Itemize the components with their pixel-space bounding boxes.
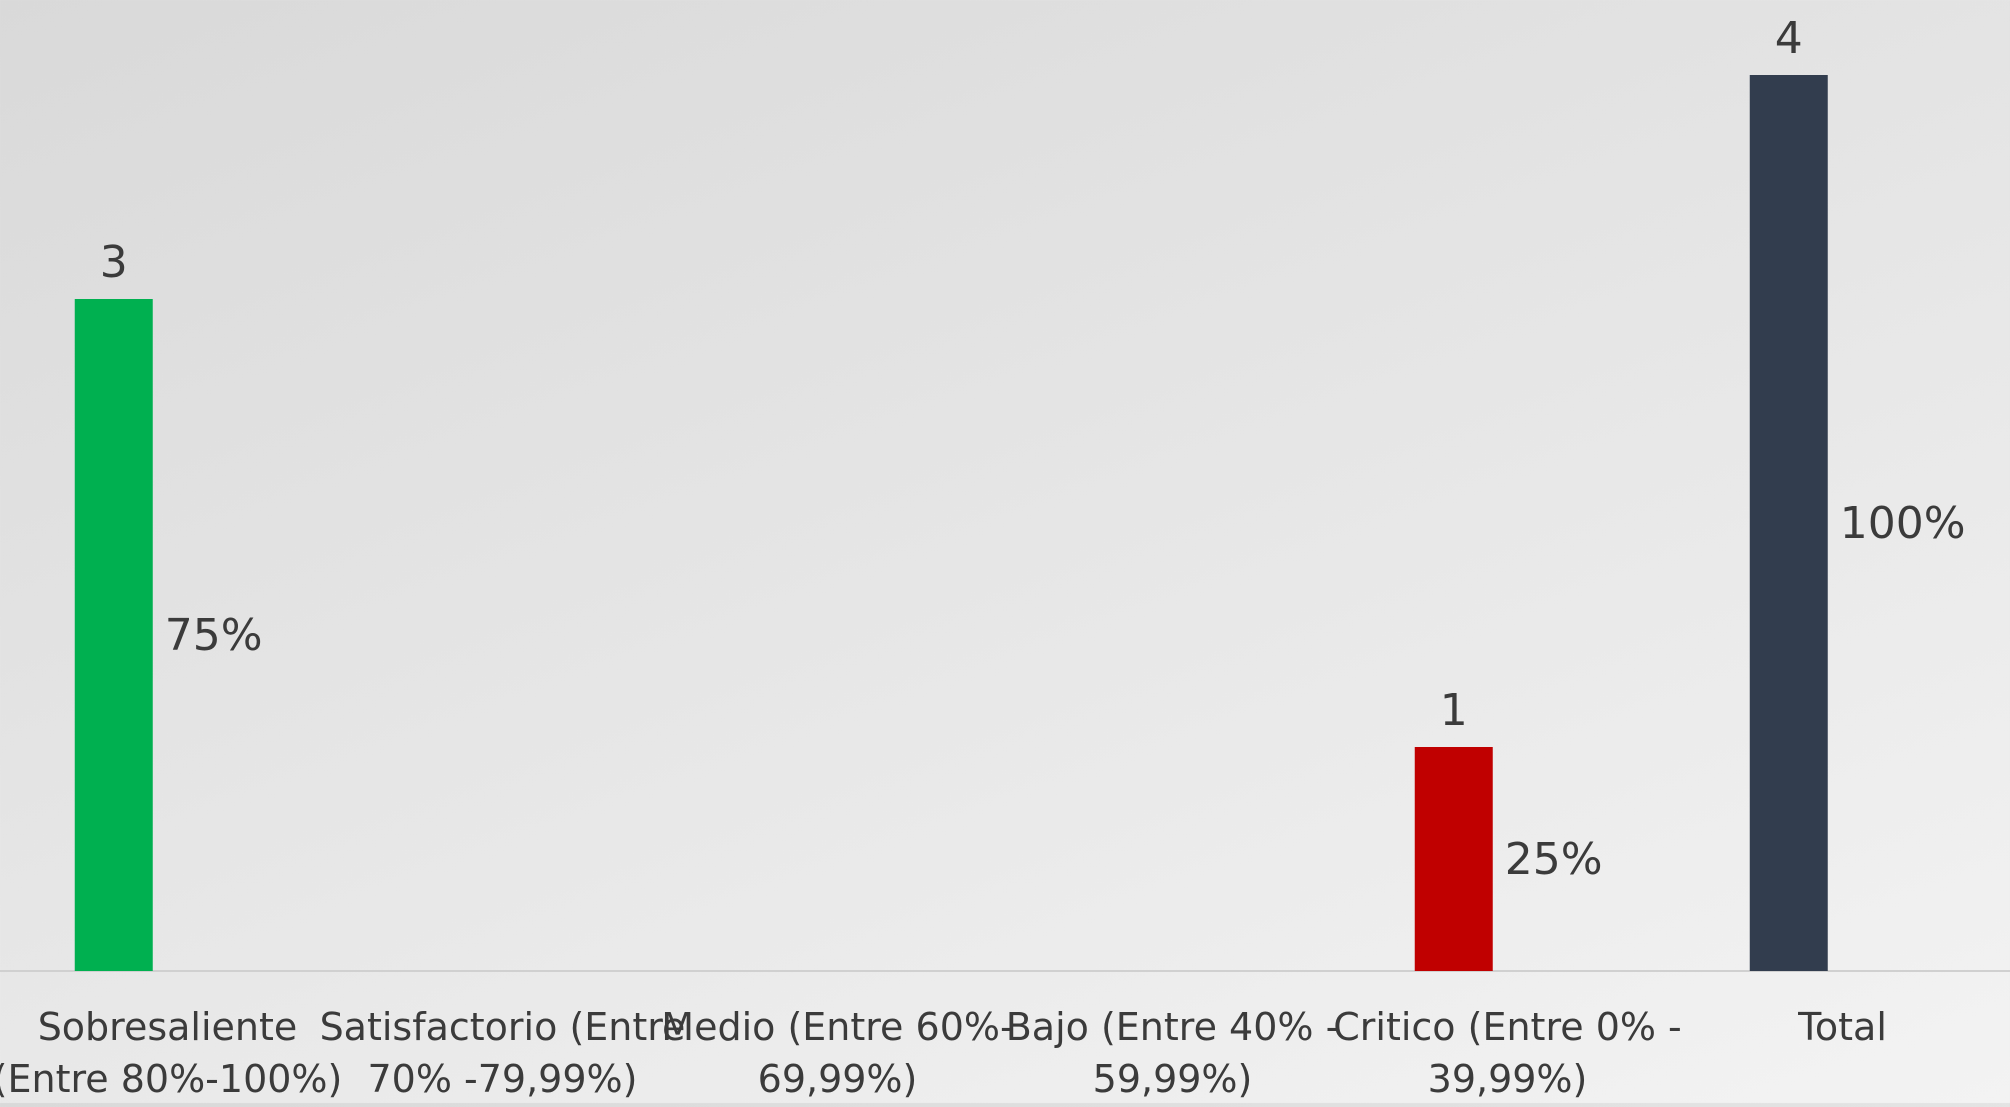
- labels-group: 3 75% Sobresaliente (Entre 80%-100%)Satisfa…: [0, 13, 1966, 1101]
- percent-label-0: 75%: [165, 610, 263, 661]
- percent-label-4: 25%: [1505, 834, 1603, 885]
- category-label-5: Total: [1797, 1005, 1887, 1049]
- bar-5: [1749, 75, 1828, 971]
- bar-0: [74, 299, 153, 971]
- category-label-0: Sobresaliente (Entre 80%-100%): [0, 1005, 342, 1101]
- value-label-0: 3: [100, 237, 128, 288]
- bars-group: [74, 75, 1828, 971]
- category-label-3: Bajo (Entre 40% -59,99%): [1006, 1005, 1340, 1101]
- category-label-1: Satisfactorio (Entre 70% -79,99%): [320, 1005, 686, 1101]
- bar-4: [1414, 747, 1493, 971]
- value-label-5: 4: [1775, 13, 1803, 64]
- category-label-4: Critico (Entre 0% -39,99%): [1333, 1005, 1682, 1101]
- value-label-4: 1: [1440, 685, 1468, 736]
- percent-label-5: 100%: [1840, 498, 1966, 549]
- category-label-2: Medio (Entre 60%-69,99%): [661, 1005, 1013, 1101]
